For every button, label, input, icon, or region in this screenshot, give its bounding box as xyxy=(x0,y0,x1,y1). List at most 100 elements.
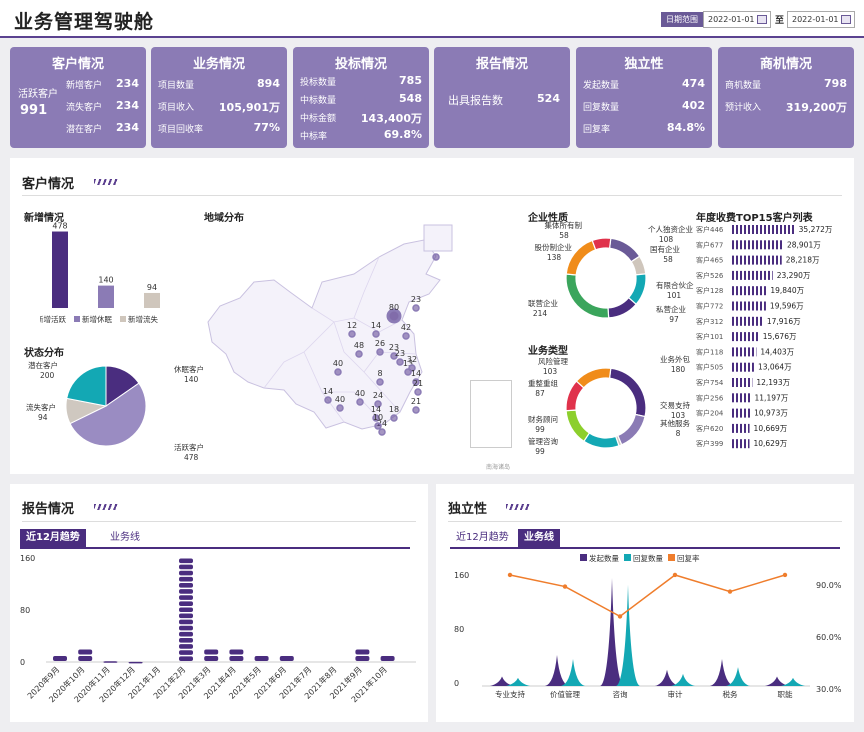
card-row-value: 785 xyxy=(399,74,422,87)
y-tick-label: 160 xyxy=(20,554,35,563)
card-row-value: 77% xyxy=(253,121,280,134)
slice-label: 活跃客户 xyxy=(174,442,204,452)
tab-trend[interactable]: 近12月趋势 xyxy=(456,532,509,543)
start-date-input[interactable]: 2022-01-01 xyxy=(703,11,771,28)
map-point xyxy=(348,330,356,338)
map-point-label: 32 xyxy=(407,355,417,364)
card-row-label: 回复率 xyxy=(583,125,611,135)
map-point-label: 23 xyxy=(389,343,399,352)
bar xyxy=(730,378,753,387)
y-tick-label: 0 xyxy=(20,658,25,667)
area-peak xyxy=(726,667,750,686)
legend-swatch xyxy=(624,554,631,561)
slice-value: 138 xyxy=(547,253,562,262)
area-peak xyxy=(765,676,789,686)
map-point xyxy=(386,308,402,324)
category-label: 客户128 xyxy=(696,286,723,295)
slice-label: 财务顾问 xyxy=(528,414,558,424)
x-tick-label: 税务 xyxy=(723,689,738,699)
end-date-input[interactable]: 2022-01-01 xyxy=(787,11,855,28)
divider xyxy=(22,521,416,522)
x-tick-label: 咨询 xyxy=(613,689,628,699)
rate-point xyxy=(617,614,623,619)
bar xyxy=(730,316,763,326)
bar-segment xyxy=(179,619,193,625)
map-point-label: 40 xyxy=(335,395,345,404)
slice-label: 股份制企业 xyxy=(535,242,573,252)
donut-slice xyxy=(616,413,646,446)
map-point-label: 23 xyxy=(411,295,421,304)
bar-segment xyxy=(179,564,193,570)
business-type-donut: 业务外包180交易支持103其他服务8管理咨询99财务顾问99重整重组87风险管… xyxy=(528,354,690,456)
bar-value-label: 23,290万 xyxy=(777,271,811,280)
slice-value: 99 xyxy=(535,425,545,434)
map-point xyxy=(376,348,384,356)
kpi-card-report: 报告情况 出具报告数 524 xyxy=(434,47,570,148)
legend-swatch xyxy=(668,554,675,561)
panel-title: 客户情况 xyxy=(22,177,75,192)
card-row-value: 143,400万 xyxy=(360,112,422,125)
card-row-label: 回复数量 xyxy=(583,103,620,113)
bar-segment xyxy=(279,656,294,661)
area-peak xyxy=(561,659,585,686)
tab-business-line[interactable]: 业务线 xyxy=(110,532,140,543)
category-label: 客户312 xyxy=(696,317,723,326)
pie-slice xyxy=(66,365,107,407)
x-tick-label: 价值管理 xyxy=(550,689,580,699)
bar-value-label: 14,403万 xyxy=(760,347,794,356)
slice-value: 103 xyxy=(671,411,686,420)
card-row-value: 234 xyxy=(116,77,139,90)
slice-label: 业务外包 xyxy=(660,354,690,364)
map-point-label: 21 xyxy=(413,379,423,388)
slice-label: 休眠客户 xyxy=(174,364,204,374)
slice-value: 108 xyxy=(659,235,674,244)
title-decoration xyxy=(506,504,530,510)
divider xyxy=(22,195,842,196)
china-map[interactable]: 8023144212144826234023813321421402124181… xyxy=(204,222,464,472)
tab-business-line[interactable]: 业务线 xyxy=(518,529,560,547)
bar xyxy=(730,240,783,250)
donut-slice xyxy=(591,237,612,251)
card-row-label: 中标率 xyxy=(300,132,328,142)
date-range-label: 日期范围 xyxy=(661,12,703,27)
card-row-label: 中标金额 xyxy=(300,114,337,124)
slice-value: 101 xyxy=(667,291,682,300)
map-point-label: 13 xyxy=(403,359,413,368)
category-label: 客户118 xyxy=(696,347,723,356)
bar xyxy=(730,393,751,403)
bar-segment xyxy=(179,631,193,637)
bar-value-label: 10,629万 xyxy=(753,439,787,448)
tab-trend[interactable]: 近12月趋势 xyxy=(20,529,86,547)
bar-segment xyxy=(179,582,193,588)
x-tick-label: 职能 xyxy=(778,689,793,699)
report-trend-chart: 0801602020年9月2020年10月2020年11月2020年12月202… xyxy=(20,554,416,704)
map-point xyxy=(372,330,380,338)
bar-value-label: 15,676万 xyxy=(763,332,797,341)
slice-value: 99 xyxy=(535,447,545,456)
calendar-icon[interactable] xyxy=(757,15,767,24)
page-title: 业务管理驾驶舱 xyxy=(14,11,155,33)
slice-value: 58 xyxy=(663,255,673,264)
independence-panel: 独立性 近12月趋势 业务线 发起数量 回复数量 回复率 160 80 0 90.0% 60.… xyxy=(436,484,854,722)
card-row-label: 投标数量 xyxy=(300,78,337,88)
kpi-card-business: 业务情况 项目数量 894 项目收入 105,901万 项目回收率 77% xyxy=(151,47,287,148)
rate-point xyxy=(672,572,678,578)
area-peak xyxy=(506,677,530,686)
rate-line xyxy=(509,574,786,618)
bar-segment xyxy=(179,650,193,655)
card-row-label: 发起数量 xyxy=(583,81,620,91)
map-point xyxy=(334,368,342,376)
category-label: 客户754 xyxy=(696,378,724,387)
top15-title: 年度收费TOP15客户列表 xyxy=(696,213,813,224)
map-point xyxy=(414,388,422,396)
map-point xyxy=(408,364,416,372)
category-label: 客户505 xyxy=(696,363,723,372)
category-label: 客户399 xyxy=(696,439,723,448)
bar-segment xyxy=(204,656,219,661)
region-title: 地域分布 xyxy=(204,213,244,224)
calendar-icon[interactable] xyxy=(841,15,851,24)
slice-label: 集体所有制 xyxy=(545,220,583,230)
legend-label: 发起数量 xyxy=(589,553,619,563)
